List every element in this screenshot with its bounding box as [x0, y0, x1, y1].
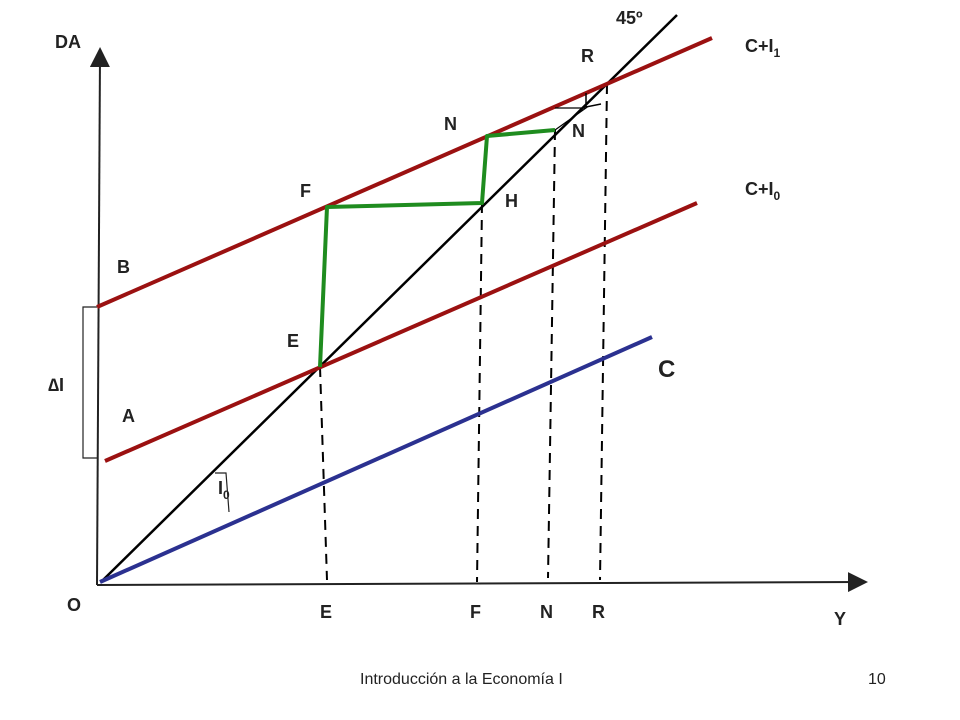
y-axis — [89, 47, 110, 586]
point-label-h: H — [505, 191, 518, 211]
i0-sub: 0 — [223, 488, 230, 502]
point-label-b: B — [117, 257, 130, 277]
label-c-plus-i0: C+I0 — [745, 179, 781, 203]
point-label-n-lower: N — [572, 121, 585, 141]
point-label-a: A — [122, 406, 135, 426]
point-label-n-upper: N — [444, 114, 457, 134]
point-label-r: R — [581, 46, 594, 66]
label-c-plus-i0-sub: 0 — [774, 189, 781, 203]
delta-i-bracket — [82, 306, 97, 459]
dashed-line-r — [599, 83, 608, 581]
c-plus-i0-line — [104, 201, 698, 463]
x-axis-label: Y — [834, 609, 846, 629]
right-angle-marker-r — [585, 93, 602, 108]
delta-i-text: I — [59, 375, 64, 395]
dashed-line-f — [476, 202, 483, 583]
i0-marker — [215, 472, 230, 513]
y-axis-label: DA — [55, 32, 81, 52]
label-45-degree: 45º — [616, 8, 643, 28]
delta-i-symbol: ∆ — [48, 375, 59, 395]
label-c-plus-i0-text: C+I — [745, 179, 774, 199]
c-plus-i1-line — [96, 36, 713, 309]
consumption-line — [99, 335, 653, 584]
dashed-line-e — [319, 366, 328, 581]
label-c-plus-i1: C+I1 — [745, 36, 781, 60]
x-mark-n: N — [540, 602, 553, 622]
line-45-degree — [102, 14, 678, 581]
i0-label: I0 — [218, 478, 230, 502]
x-axis — [96, 572, 868, 593]
i0-text: I — [218, 478, 223, 498]
x-mark-e: E — [320, 602, 332, 622]
delta-i-label: ∆I — [48, 375, 64, 395]
label-c-plus-i1-text: C+I — [745, 36, 774, 56]
x-mark-r: R — [592, 602, 605, 622]
label-c-plus-i1-sub: 1 — [774, 46, 781, 60]
x-mark-f: F — [470, 602, 481, 622]
point-label-f: F — [300, 181, 311, 201]
point-label-e: E — [287, 331, 299, 351]
step-marker-n — [554, 107, 588, 131]
footer-title: Introducción a la Economía I — [360, 671, 563, 688]
origin-label: O — [67, 595, 81, 615]
adjustment-path — [318, 128, 556, 368]
page-number: 10 — [868, 671, 886, 688]
dashed-line-n — [547, 129, 556, 579]
label-c: C — [658, 356, 675, 383]
